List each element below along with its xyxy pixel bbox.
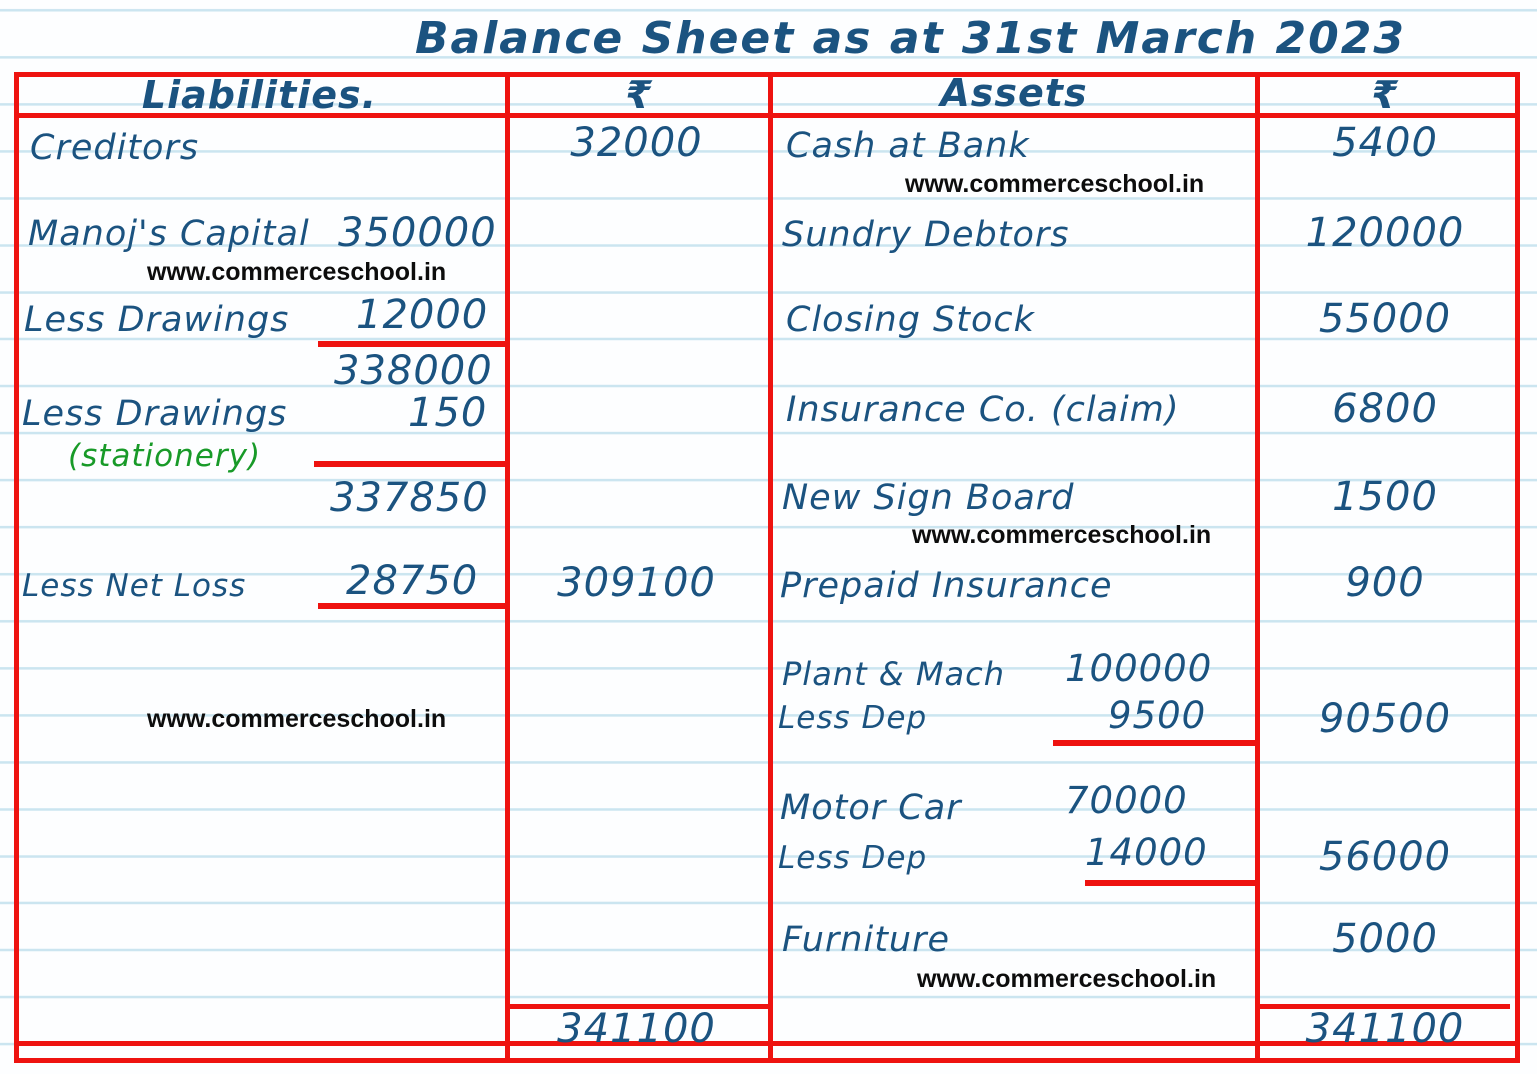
underline-motor-dep: [1085, 880, 1257, 886]
asset-label-insurance-claim: Insurance Co. (claim): [786, 390, 1180, 430]
asset-label-plant-mach: Plant & Mach: [782, 655, 1006, 693]
asset-amount-cash: 5400: [1332, 120, 1438, 166]
watermark: www.commerceschool.in: [912, 521, 1212, 549]
liability-inner-net-loss: 28750: [346, 558, 479, 604]
underline-plant-dep: [1053, 740, 1257, 746]
assets-total: 341100: [1305, 1006, 1465, 1052]
asset-amount-plant-net: 90500: [1318, 696, 1452, 742]
asset-amount-stock: 55000: [1318, 296, 1452, 342]
liability-subtotal-337850: 337850: [330, 475, 489, 521]
asset-inner-motor-dep: 14000: [1085, 831, 1208, 874]
underline-net-loss: [318, 603, 508, 609]
asset-label-cash-at-bank: Cash at Bank: [786, 126, 1030, 166]
liability-amount-309100: 309100: [557, 560, 716, 606]
liability-label-less-drawings-1: Less Drawings: [24, 300, 290, 340]
underline-drawings-150: [314, 461, 508, 467]
total-rule-top-left: [505, 1004, 773, 1009]
asset-inner-motor-cost: 70000: [1065, 779, 1188, 822]
table-divider-liabilities-amount: [505, 72, 510, 1058]
asset-amount-debtors: 120000: [1305, 210, 1465, 256]
liability-inner-drawings-2: 150: [408, 390, 488, 436]
liability-label-less-drawings-2: Less Drawings: [22, 394, 288, 434]
liability-label-capital: Manoj's Capital: [28, 214, 310, 254]
asset-amount-prepaid: 900: [1345, 560, 1425, 606]
column-header-assets-rupee: ₹: [1371, 73, 1399, 117]
page-title: Balance Sheet as at 31st March 2023: [415, 13, 1406, 64]
watermark: www.commerceschool.in: [917, 965, 1217, 993]
asset-amount-furniture: 5000: [1332, 916, 1438, 962]
watermark: www.commerceschool.in: [905, 170, 1205, 198]
underline-drawings-12000: [318, 341, 508, 347]
asset-label-furniture: Furniture: [782, 920, 951, 960]
table-header-rule: [14, 113, 1515, 118]
asset-label-sign-board: New Sign Board: [782, 478, 1075, 518]
total-rule-top-right: [1255, 1004, 1510, 1009]
total-rule-bottom: [14, 1041, 1515, 1046]
liability-note-stationery: (stationery): [68, 438, 262, 474]
watermark: www.commerceschool.in: [147, 705, 447, 733]
table-divider-assets-amount: [1255, 72, 1260, 1058]
liability-subtotal-338000: 338000: [334, 348, 493, 394]
asset-amount-motor-net: 56000: [1318, 834, 1452, 880]
asset-amount-sign-board: 1500: [1332, 474, 1438, 520]
asset-label-sundry-debtors: Sundry Debtors: [782, 215, 1070, 255]
column-header-liabilities-rupee: ₹: [625, 73, 653, 117]
asset-label-plant-less-dep: Less Dep: [778, 700, 928, 736]
asset-amount-insurance-claim: 6800: [1332, 386, 1438, 432]
table-outer-border: [14, 72, 1520, 1063]
asset-label-motor-less-dep: Less Dep: [778, 840, 928, 876]
liabilities-total: 341100: [557, 1006, 716, 1052]
liability-amount-creditors: 32000: [570, 120, 703, 166]
watermark: www.commerceschool.in: [147, 258, 447, 286]
asset-label-prepaid-insurance: Prepaid Insurance: [780, 566, 1113, 606]
liability-label-net-loss: Less Net Loss: [22, 568, 247, 604]
asset-inner-plant-cost: 100000: [1065, 647, 1213, 690]
liability-inner-capital: 350000: [338, 210, 497, 256]
table-divider-center: [768, 72, 773, 1058]
asset-inner-plant-dep: 9500: [1108, 694, 1207, 737]
asset-label-motor-car: Motor Car: [780, 788, 962, 828]
column-header-liabilities: Liabilities.: [141, 73, 378, 117]
liability-label-creditors: Creditors: [30, 128, 200, 168]
column-header-assets: Assets: [940, 71, 1088, 115]
asset-label-closing-stock: Closing Stock: [786, 300, 1035, 340]
liability-inner-drawings-1: 12000: [356, 292, 489, 338]
